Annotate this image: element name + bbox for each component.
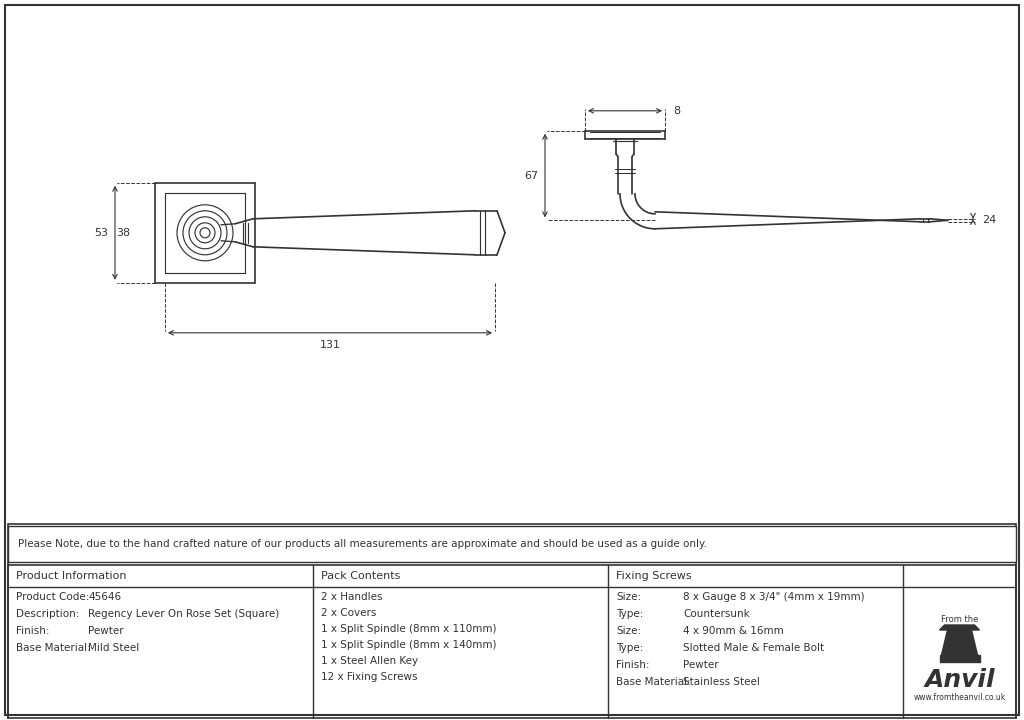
Text: Countersunk: Countersunk bbox=[683, 609, 750, 619]
Text: Please Note, due to the hand crafted nature of our products all measurements are: Please Note, due to the hand crafted nat… bbox=[18, 539, 707, 549]
Text: Stainless Steel: Stainless Steel bbox=[683, 677, 760, 687]
Text: Description:: Description: bbox=[16, 609, 80, 619]
Text: From the: From the bbox=[941, 616, 978, 624]
Text: Base Material:: Base Material: bbox=[616, 677, 691, 687]
Polygon shape bbox=[939, 655, 980, 662]
Text: 4 x 90mm & 16mm: 4 x 90mm & 16mm bbox=[683, 626, 783, 636]
Text: 1 x Steel Allen Key: 1 x Steel Allen Key bbox=[321, 656, 418, 666]
Text: 67: 67 bbox=[524, 171, 538, 181]
Text: 8 x Gauge 8 x 3/4" (4mm x 19mm): 8 x Gauge 8 x 3/4" (4mm x 19mm) bbox=[683, 592, 864, 602]
Text: 131: 131 bbox=[319, 340, 341, 350]
Text: 38: 38 bbox=[116, 228, 130, 238]
Text: 2 x Covers: 2 x Covers bbox=[321, 608, 377, 618]
Bar bbox=[8, 526, 1016, 562]
Text: 1 x Split Spindle (8mm x 140mm): 1 x Split Spindle (8mm x 140mm) bbox=[321, 640, 497, 650]
Polygon shape bbox=[939, 625, 980, 630]
Text: Slotted Male & Female Bolt: Slotted Male & Female Bolt bbox=[683, 643, 824, 653]
Text: Type:: Type: bbox=[616, 609, 643, 619]
Text: www.fromtheanvil.co.uk: www.fromtheanvil.co.uk bbox=[913, 693, 1006, 703]
Text: 53: 53 bbox=[94, 228, 108, 238]
Text: Finish:: Finish: bbox=[16, 626, 49, 636]
Text: Mild Steel: Mild Steel bbox=[88, 643, 139, 653]
Text: Fixing Screws: Fixing Screws bbox=[616, 571, 691, 581]
Text: Base Material:: Base Material: bbox=[16, 643, 91, 653]
Text: Product Information: Product Information bbox=[16, 571, 127, 581]
Text: 8: 8 bbox=[674, 106, 681, 116]
Polygon shape bbox=[941, 630, 978, 655]
Text: Size:: Size: bbox=[616, 592, 641, 602]
Text: Regency Lever On Rose Set (Square): Regency Lever On Rose Set (Square) bbox=[88, 609, 280, 619]
Text: Type:: Type: bbox=[616, 643, 643, 653]
Text: Pack Contents: Pack Contents bbox=[321, 571, 400, 581]
Text: 45646: 45646 bbox=[88, 592, 121, 602]
Text: 12 x Fixing Screws: 12 x Fixing Screws bbox=[321, 672, 418, 682]
Text: Size:: Size: bbox=[616, 626, 641, 636]
Text: 2 x Handles: 2 x Handles bbox=[321, 592, 383, 602]
Text: 1 x Split Spindle (8mm x 110mm): 1 x Split Spindle (8mm x 110mm) bbox=[321, 624, 497, 634]
Text: Pewter: Pewter bbox=[683, 660, 719, 670]
Text: Product Code:: Product Code: bbox=[16, 592, 89, 602]
Text: Anvil: Anvil bbox=[925, 668, 994, 692]
Text: Pewter: Pewter bbox=[88, 626, 124, 636]
Text: Finish:: Finish: bbox=[616, 660, 649, 670]
Text: 24: 24 bbox=[982, 215, 996, 225]
